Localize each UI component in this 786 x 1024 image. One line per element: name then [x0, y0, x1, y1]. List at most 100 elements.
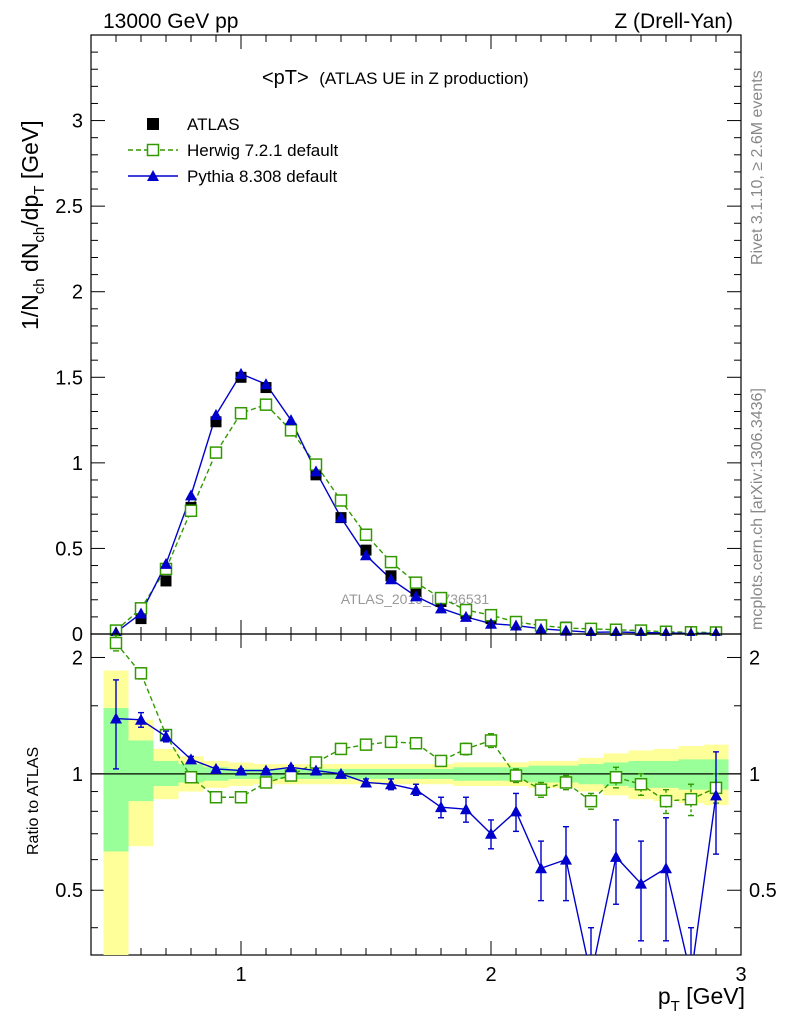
ratio-content	[91, 634, 741, 981]
frames: 0 0.5 1 1.5 2 2.5 3 1 2 3 0.5 0.5 1 1 2 2	[55, 34, 777, 986]
pythia-point	[160, 557, 172, 569]
herwig-ratio-point	[509, 769, 523, 782]
pythia-ratio-point	[710, 789, 722, 801]
plot-title-sub: (ATLAS UE in Z production)	[319, 69, 528, 88]
main-y-tick-label: 0.5	[55, 538, 83, 560]
herwig-point	[409, 576, 423, 589]
pythia-ratio-point	[410, 783, 422, 795]
herwig-ratio-point	[209, 790, 223, 804]
herwig-ratio-point	[609, 770, 623, 784]
main-y-tick-label: 2.5	[55, 196, 83, 218]
atlas-data-point	[160, 575, 172, 587]
ratio-y-tick-label-left: 1	[72, 764, 83, 786]
herwig-ratio-point	[109, 636, 123, 650]
herwig-point	[384, 555, 398, 569]
pythia-point	[135, 607, 147, 619]
herwig-ratio-point	[684, 792, 698, 806]
herwig-point	[284, 424, 298, 437]
herwig-ratio-point	[459, 742, 473, 756]
plot-title-main: <pT>	[262, 67, 309, 89]
main-y-tick-label: 3	[72, 111, 83, 133]
inner-uncertainty-band	[128, 740, 154, 802]
ratio-plot-area	[91, 634, 741, 981]
pythia-ratio-point	[510, 805, 522, 817]
pythia-point	[385, 573, 397, 585]
atlas-data-point	[135, 613, 147, 625]
ylabel-sub: T	[31, 186, 48, 195]
pythia-point	[410, 590, 422, 602]
main-y-tick-label: 0	[72, 624, 83, 646]
pythia-ratio-point	[210, 762, 222, 774]
pythia-ratio-point	[235, 764, 247, 776]
pythia-ratio-point	[285, 761, 297, 773]
herwig-ratio-point	[359, 738, 373, 751]
pythia-ratio-point	[435, 801, 447, 813]
pythia-ratio-point	[460, 803, 472, 815]
herwig-ratio-point	[434, 754, 448, 768]
pythia-point	[335, 511, 347, 523]
herwig-ratio-point	[234, 790, 248, 804]
pythia-point	[285, 414, 297, 426]
pythia-point	[510, 619, 522, 631]
pythia-ratio-point	[335, 767, 347, 779]
legend-label-atlas: ATLAS	[187, 115, 240, 134]
legend-pythia-marker	[147, 170, 159, 181]
herwig-point	[209, 446, 223, 459]
ratio-y-tick-label-right: 0.5	[749, 880, 777, 902]
header-right: Z (Drell-Yan)	[614, 10, 733, 33]
legend: ATLAS Herwig 7.2.1 default Pythia 8.308 de…	[128, 115, 338, 186]
herwig-ratio-point	[184, 770, 198, 784]
ylabel-part: /dp	[17, 195, 43, 227]
pythia-ratio-point	[360, 776, 372, 788]
pythia-point	[235, 367, 247, 379]
ratio-y-tick-label-left: 2	[72, 647, 83, 669]
x-axis-label: pT [GeV]	[658, 983, 745, 1015]
ylabel-part: dN	[17, 243, 43, 279]
main-y-tick-label: 1.5	[55, 367, 83, 389]
header-left: 13000 GeV pp	[103, 10, 238, 33]
legend-atlas-marker	[147, 118, 159, 130]
pythia-ratio-point	[610, 850, 622, 862]
herwig-ratio-point	[559, 776, 573, 789]
herwig-ratio-point	[259, 776, 273, 789]
main-content	[109, 367, 723, 636]
pythia-ratio-point	[160, 730, 172, 742]
ylabel-sub: ch	[31, 278, 48, 294]
herwig-ratio-point	[134, 667, 148, 680]
main-y-tick-label: 1	[72, 453, 83, 475]
ylabel-sub: ch	[31, 227, 48, 243]
herwig-ratio-point	[534, 783, 548, 796]
pythia-ratio-point	[260, 764, 272, 776]
pythia-point	[435, 602, 447, 614]
pythia-ratio-point	[535, 862, 547, 874]
pythia-ratio-point	[685, 970, 697, 981]
pythia-ratio-point	[110, 712, 122, 724]
pythia-point	[360, 549, 372, 561]
legend-label-pythia: Pythia 8.308 default	[187, 167, 338, 186]
rivet-label: Rivet 3.1.10, ≥ 2.6M events	[749, 70, 766, 265]
pythia-point	[260, 378, 272, 390]
herwig-point	[184, 504, 198, 518]
herwig-ratio-point	[584, 794, 598, 808]
pythia-point	[185, 489, 197, 501]
ratio-y-tick-label-right: 1	[749, 764, 760, 786]
xlabel-main: p	[658, 983, 671, 1009]
ratio-y-tick-label-right: 2	[749, 647, 760, 669]
x-tick-label: 1	[235, 964, 246, 986]
herwig-ratio-point	[409, 736, 423, 750]
herwig-point	[234, 406, 248, 420]
pythia-point	[210, 408, 222, 420]
herwig-ratio-point	[484, 734, 498, 747]
ylabel-part: [GeV]	[17, 120, 43, 185]
pythia-point	[460, 610, 472, 622]
herwig-ratio-point	[384, 735, 398, 749]
main-y-axis-label: 1/Nch dNch/dpT [GeV]	[17, 120, 48, 330]
pythia-point	[310, 465, 322, 477]
herwig-point	[359, 528, 373, 541]
pythia-ratio-point	[560, 853, 572, 865]
herwig-ratio-point	[334, 742, 348, 756]
pythia-ratio-point	[635, 877, 647, 889]
plot-title: <pT> (ATLAS UE in Z production)	[262, 67, 529, 89]
main-plot-area: 0 0.5 1 1.5 2 2.5 3 1 2 3 0.5 0.5 1 1 2 2	[55, 34, 777, 986]
